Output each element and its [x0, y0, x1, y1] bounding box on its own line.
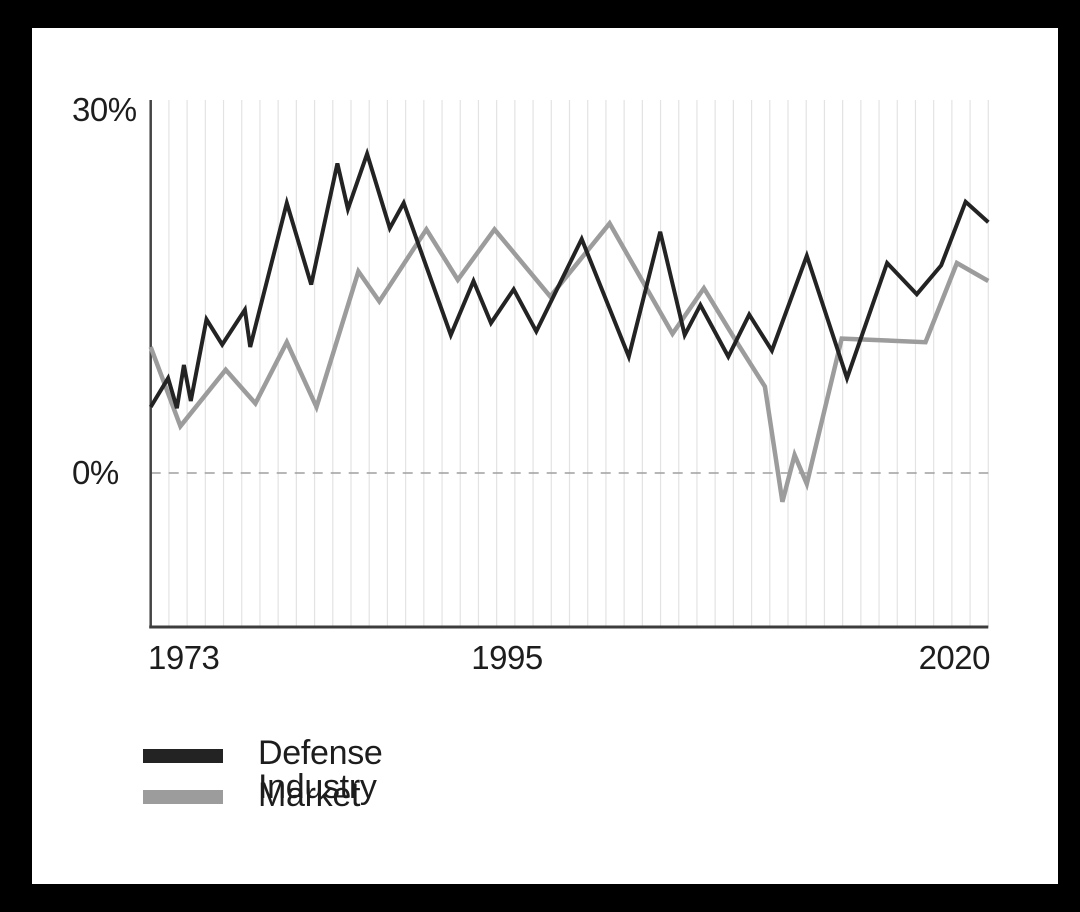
y-axis-label-30: 30%: [72, 91, 137, 128]
x-axis-label-1973: 1973: [148, 639, 220, 676]
defense-industry-line: [148, 147, 990, 409]
market-line: [148, 219, 990, 503]
market-swatch: [143, 790, 223, 804]
market-legend-label: Market: [258, 776, 361, 814]
x-axis-label-1995: 1995: [471, 639, 543, 676]
chart-card: [32, 28, 1058, 884]
x-axis-label-2020: 2020: [918, 639, 991, 676]
y-axis-label-0: 0%: [72, 454, 119, 491]
defense-industry-legend-label: Defense Industry: [258, 734, 383, 806]
defense-industry-swatch: [143, 749, 223, 763]
